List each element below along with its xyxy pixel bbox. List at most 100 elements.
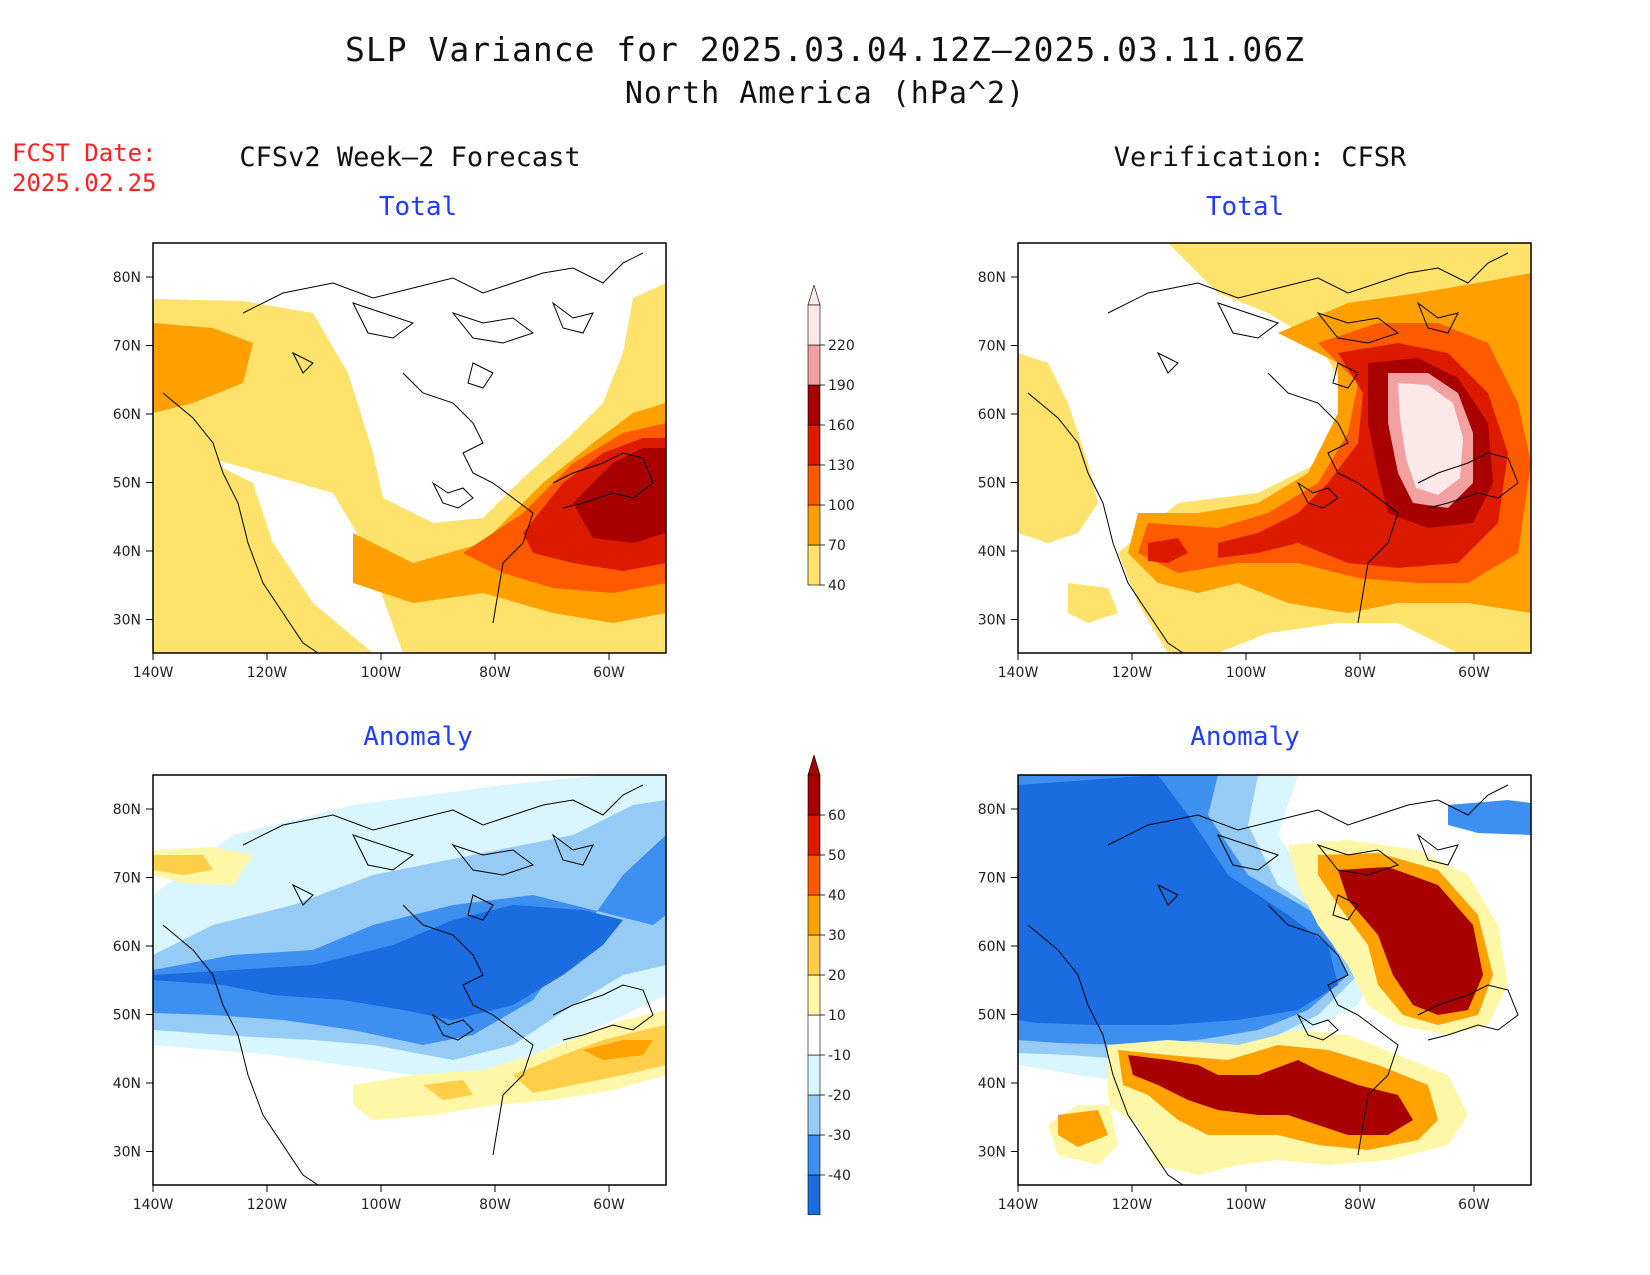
lat-tick-label: 50N <box>978 1008 1006 1024</box>
contour-220-plus <box>1398 383 1463 495</box>
contour-pos30-se <box>583 1040 653 1060</box>
colorbar-swatch <box>807 464 821 506</box>
colorbar-label: -10 <box>828 1048 851 1064</box>
lon-tick-label: 140W <box>998 665 1039 681</box>
colorbar-label: 40 <box>828 578 846 594</box>
colorbar-label: 130 <box>828 458 855 474</box>
coastline <box>162 252 654 653</box>
lat-tick-label: 50N <box>113 1008 141 1024</box>
lat-tick-label: 40N <box>113 1076 141 1092</box>
contour-neg-ne <box>1448 800 1531 835</box>
lat-tick-label: 60N <box>978 939 1006 955</box>
lon-tick-label: 100W <box>361 1197 402 1213</box>
contour-70-100-nw <box>153 323 253 413</box>
lat-tick-label: 70N <box>113 339 141 355</box>
colorbar-label: 40 <box>828 888 846 904</box>
lon-tick-label: 60W <box>1458 665 1490 681</box>
lon-tick-label: 80W <box>1344 1197 1376 1213</box>
lon-tick-label: 120W <box>247 665 288 681</box>
map-frame <box>152 242 667 654</box>
colorbar-swatch <box>807 1054 821 1096</box>
lat-tick-label: 30N <box>113 1145 141 1161</box>
colorbar-label: 60 <box>828 808 846 824</box>
colorbar-swatch <box>807 1094 821 1136</box>
lat-tick-label: 70N <box>113 871 141 887</box>
coastline <box>162 784 654 1185</box>
contour-40-70-west <box>1018 353 1098 543</box>
colorbar-swatch <box>807 934 821 976</box>
column-title-forecast: CFSv2 Week–2 Forecast <box>239 142 581 173</box>
colorbar-label: 100 <box>828 498 855 514</box>
lat-tick-label: 40N <box>978 1076 1006 1092</box>
map-frame <box>1017 774 1532 1186</box>
colorbar-label: 160 <box>828 418 855 434</box>
panel-title-forecast-total: Total <box>378 192 458 222</box>
colorbar-label: 50 <box>828 848 846 864</box>
colorbar-top-arrow <box>807 285 821 306</box>
lat-tick-label: 50N <box>113 476 141 492</box>
panel-title-verification-anomaly: Anomaly <box>1190 722 1300 752</box>
lat-tick-label: 40N <box>113 544 141 560</box>
colorbar-top-arrow <box>807 755 821 776</box>
lon-axis: 140W 120W 100W 80W 60W <box>133 653 625 681</box>
panel-title-forecast-anomaly: Anomaly <box>363 722 473 752</box>
colorbar-label: -30 <box>828 1128 851 1144</box>
contour-pos10-se <box>353 1010 666 1120</box>
lat-tick-label: 80N <box>113 270 141 286</box>
colorbar-swatch <box>807 814 821 856</box>
lat-tick-label: 30N <box>978 1145 1006 1161</box>
colorbar-label: -20 <box>828 1088 851 1104</box>
lon-tick-label: 60W <box>593 1197 625 1213</box>
colorbar-label: 70 <box>828 538 846 554</box>
colorbar-swatch <box>807 544 821 586</box>
lat-tick-label: 80N <box>978 802 1006 818</box>
lon-tick-label: 120W <box>247 1197 288 1213</box>
colorbar-label: 20 <box>828 968 846 984</box>
lat-tick-label: 60N <box>113 939 141 955</box>
lon-axis: 140W 120W 100W 80W 60W <box>998 1185 1490 1213</box>
lon-tick-label: 140W <box>133 665 174 681</box>
lat-tick-label: 60N <box>113 407 141 423</box>
colorbar-anomaly: -40 -30 -20 -10 10 20 30 40 50 60 <box>807 755 851 1215</box>
lon-tick-label: 140W <box>998 1197 1039 1213</box>
chart-subtitle: North America (hPa^2) <box>624 76 1026 111</box>
colorbar-swatch <box>807 384 821 426</box>
contour-pos-sw <box>1058 1110 1108 1147</box>
lat-tick-label: 80N <box>113 802 141 818</box>
lat-axis: 80N 70N 60N 50N 40N 30N <box>978 270 1018 629</box>
lon-tick-label: 120W <box>1112 1197 1153 1213</box>
colorbar-swatch <box>807 1134 821 1176</box>
colorbar-swatch <box>807 1174 821 1215</box>
colorbar-swatch <box>807 304 821 346</box>
lon-tick-label: 140W <box>133 1197 174 1213</box>
contour-white-interior <box>193 453 403 653</box>
contour-pos60-ne <box>1338 867 1483 1015</box>
lon-tick-label: 80W <box>479 1197 511 1213</box>
lon-axis: 140W 120W 100W 80W 60W <box>133 1185 625 1213</box>
lat-tick-label: 60N <box>978 407 1006 423</box>
colorbar-swatch <box>807 504 821 546</box>
contour-neg40 <box>1018 775 1338 1025</box>
colorbar-swatch <box>807 854 821 896</box>
fcst-date-value: 2025.02.25 <box>12 169 157 197</box>
lat-tick-label: 70N <box>978 339 1006 355</box>
lon-tick-label: 100W <box>1226 1197 1267 1213</box>
map-verification-anomaly: 80N 70N 60N 50N 40N 30N 140W 120W 100W 80W 60W <box>978 774 1532 1213</box>
lon-tick-label: 100W <box>1226 665 1267 681</box>
lon-tick-label: 60W <box>1458 1197 1490 1213</box>
colorbar-label: 10 <box>828 1008 846 1024</box>
lon-tick-label: 120W <box>1112 665 1153 681</box>
column-title-verification: Verification: CFSR <box>1113 142 1407 173</box>
contour-130-160-sw <box>1148 538 1188 563</box>
colorbar-swatch <box>807 344 821 386</box>
map-frame <box>152 774 667 1186</box>
colorbar-swatch <box>807 424 821 466</box>
colorbar-swatch <box>807 774 821 816</box>
lat-tick-label: 30N <box>978 613 1006 629</box>
coastline <box>1027 252 1519 653</box>
colorbar-label: 190 <box>828 378 855 394</box>
contour-neg40 <box>153 905 623 1020</box>
colorbar-swatch <box>807 1014 821 1056</box>
chart-title: SLP Variance for 2025.03.04.12Z–2025.03.… <box>345 30 1305 69</box>
lat-tick-label: 30N <box>113 613 141 629</box>
